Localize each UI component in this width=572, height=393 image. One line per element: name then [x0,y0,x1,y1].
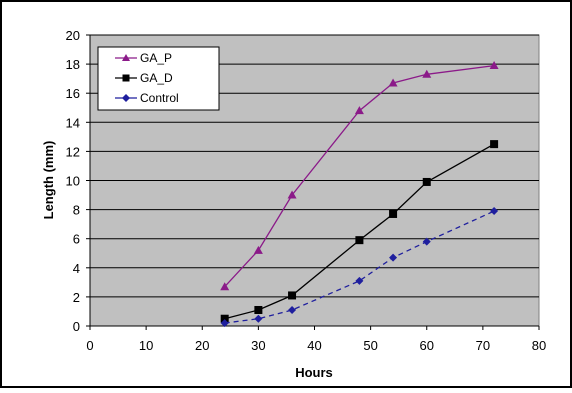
y-tick-label: 14 [66,115,80,130]
legend-entry-ga-p: GA_P [115,51,172,65]
x-axis-title: Hours [295,365,333,380]
legend-label-ga-p: GA_P [140,51,172,65]
y-tick-label: 18 [66,57,80,72]
legend: GA_P GA_D Control [97,46,220,111]
data-point-diamond [254,314,263,323]
data-point-triangle [388,78,398,87]
y-tick-label: 8 [73,203,80,218]
data-point-square [288,291,297,300]
y-tick-label: 2 [73,290,80,305]
x-tick-label: 60 [420,338,434,353]
data-point-triangle [489,61,499,70]
series-control [220,207,499,328]
data-point-diamond [220,319,229,328]
axes [86,34,540,330]
data-point-triangle [422,69,432,78]
y-tick-label: 16 [66,86,80,101]
y-tick-label: 0 [73,319,80,334]
data-point-triangle [287,190,297,199]
data-point-triangle [354,106,364,115]
data-point-triangle [220,282,230,291]
x-tick-label: 30 [251,338,265,353]
legend-entry-control: Control [115,91,179,105]
data-point-diamond [355,276,364,285]
triangle-marker-icon [122,54,130,61]
y-tick-label: 20 [66,28,80,43]
series-lines [220,61,499,328]
x-tick-label: 40 [307,338,321,353]
data-point-diamond [288,305,297,314]
x-tick-label: 0 [86,338,93,353]
data-point-square [422,177,431,186]
data-point-square [355,236,364,245]
y-axis-title: Length (mm) [41,141,56,220]
y-tick-label: 4 [73,261,80,276]
data-point-diamond [389,253,398,262]
data-point-square [254,305,263,314]
x-tick-label: 70 [476,338,490,353]
x-tick-label: 10 [139,338,153,353]
diamond-marker-icon [122,94,130,102]
data-point-square [389,209,398,218]
x-tick-label: 20 [195,338,209,353]
y-tick-label: 6 [73,232,80,247]
square-marker-icon [122,74,130,82]
data-point-diamond [422,237,431,246]
x-tick-label: 80 [532,338,546,353]
x-tick-label: 50 [363,338,377,353]
legend-label-ga-d: GA_D [140,71,173,85]
data-point-square [490,140,499,149]
gridlines [90,34,539,298]
y-tick-label: 12 [66,144,80,159]
data-point-triangle [253,245,263,254]
legend-label-control: Control [140,91,179,105]
series-ga-d [220,140,499,323]
legend-entry-ga-d: GA_D [115,71,173,85]
y-tick-label: 10 [66,174,80,189]
series-ga-p [220,61,499,291]
tick-labels: 0 2 4 6 8 10 12 14 16 18 20 0 10 20 30 40 50 60 70 80 [66,28,547,353]
data-point-square [220,314,229,323]
data-point-diamond [490,207,499,216]
